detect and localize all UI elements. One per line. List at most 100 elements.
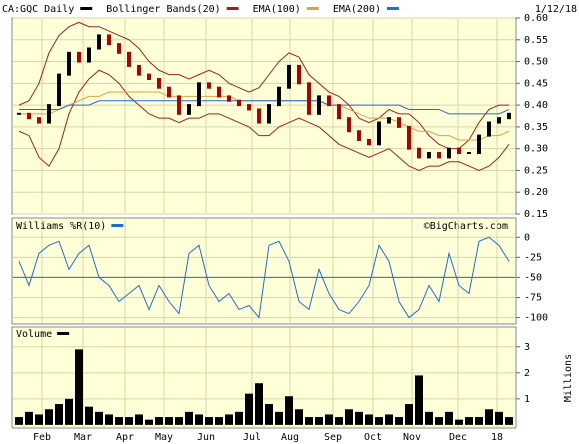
volume-bar bbox=[435, 417, 443, 425]
volume-bar bbox=[495, 411, 503, 425]
volume-bar bbox=[315, 417, 323, 425]
price-bar bbox=[217, 86, 221, 98]
legend-swatch bbox=[80, 7, 93, 10]
price-bar bbox=[497, 117, 501, 124]
x-tick-label: Aug bbox=[281, 432, 299, 443]
price-bar bbox=[327, 95, 331, 107]
price-bar bbox=[67, 51, 71, 76]
volume-bar bbox=[185, 411, 193, 425]
price-bar bbox=[477, 134, 481, 155]
x-tick-label: Sep bbox=[324, 432, 342, 443]
legend-label: Williams %R(10) bbox=[16, 221, 106, 232]
y-tick-label: -25 bbox=[524, 252, 542, 263]
volume-bar bbox=[325, 414, 333, 425]
price-bar bbox=[467, 152, 471, 155]
y-tick-label: 0 bbox=[524, 232, 530, 243]
price-bar bbox=[107, 34, 111, 46]
price-bar bbox=[157, 77, 161, 89]
y-tick-label: 0.60 bbox=[524, 13, 548, 24]
price-bar bbox=[287, 64, 291, 89]
y-tick-label: 0.25 bbox=[524, 165, 548, 176]
price-bar bbox=[167, 86, 171, 98]
price-bar bbox=[347, 117, 351, 133]
volume-bar bbox=[275, 411, 283, 425]
volume-panel bbox=[11, 326, 517, 429]
bollinger-lower bbox=[18, 69, 510, 171]
volume-bar bbox=[195, 414, 203, 425]
price-bar bbox=[387, 117, 391, 124]
volume-bar bbox=[245, 393, 253, 425]
volume-bar bbox=[455, 419, 463, 425]
volume-bar bbox=[215, 417, 223, 425]
volume-bar bbox=[475, 417, 483, 425]
price-bar bbox=[367, 138, 371, 146]
price-bar bbox=[277, 86, 281, 107]
x-tick-label: Oct bbox=[364, 432, 382, 443]
legend-swatch bbox=[386, 7, 399, 10]
volume-bar bbox=[365, 414, 373, 425]
price-bar bbox=[377, 121, 381, 146]
price-bar bbox=[237, 99, 241, 107]
price-bar bbox=[417, 147, 421, 159]
price-bar bbox=[77, 51, 81, 63]
x-tick-label: Apr bbox=[116, 432, 134, 443]
legend-swatch bbox=[306, 7, 319, 10]
volume-bar bbox=[25, 411, 33, 425]
price-bar bbox=[117, 43, 121, 54]
x-tick-label: Dec bbox=[449, 432, 467, 443]
volume-bar bbox=[395, 417, 403, 425]
price-bar bbox=[427, 152, 431, 159]
y-tick-label: 0.15 bbox=[524, 209, 548, 220]
volume-bar bbox=[95, 411, 103, 425]
volume-bar bbox=[85, 406, 93, 425]
price-bar bbox=[37, 117, 41, 124]
price-bar bbox=[177, 95, 181, 115]
y-tick-label: 3 bbox=[524, 342, 530, 353]
y-tick-label: 1 bbox=[524, 394, 530, 405]
price-bar bbox=[297, 64, 301, 85]
y-tick-label: 0.40 bbox=[524, 100, 548, 111]
volume-bar bbox=[135, 414, 143, 425]
volume-bar bbox=[305, 417, 313, 425]
x-tick-label: Mar bbox=[74, 432, 92, 443]
volume-bar bbox=[145, 419, 153, 425]
volume-bar bbox=[75, 349, 83, 425]
legend-label: Bollinger Bands(20) bbox=[106, 4, 220, 15]
price-bar bbox=[227, 95, 231, 102]
legend-label: EMA(200) bbox=[333, 4, 381, 15]
volume-bar bbox=[115, 417, 123, 425]
price-bar bbox=[207, 82, 211, 89]
price-bar bbox=[197, 82, 201, 107]
price-bar bbox=[457, 147, 461, 155]
volume-bar bbox=[65, 398, 73, 425]
volume-bar bbox=[405, 404, 413, 425]
volume-bar bbox=[465, 417, 473, 425]
volume-bar bbox=[485, 409, 493, 425]
price-bar bbox=[147, 73, 151, 80]
volume-bar bbox=[55, 404, 63, 425]
date: 1/12/18 bbox=[535, 4, 577, 15]
volume-bar bbox=[125, 417, 133, 425]
y-tick-label: 0.55 bbox=[524, 35, 548, 46]
volume-bar bbox=[255, 383, 263, 425]
price-bar bbox=[507, 112, 511, 120]
volume-bar bbox=[505, 417, 513, 425]
price-bar bbox=[447, 147, 451, 159]
volume-bar bbox=[335, 417, 343, 425]
legend-label: Volume bbox=[16, 329, 52, 340]
volume-bar bbox=[385, 414, 393, 425]
bollinger-upper bbox=[18, 21, 509, 150]
price-panel bbox=[11, 17, 517, 215]
y-tick-label: 0.20 bbox=[524, 187, 548, 198]
volume-bar bbox=[45, 409, 53, 425]
volume-bar bbox=[15, 417, 23, 425]
price-bar bbox=[407, 125, 411, 150]
volume-bar bbox=[375, 417, 383, 425]
volume-bar bbox=[285, 396, 293, 425]
volume-bar bbox=[425, 411, 433, 425]
volume-bar bbox=[225, 414, 233, 425]
price-bar bbox=[97, 34, 101, 50]
price-bar bbox=[257, 108, 261, 124]
price-bar bbox=[87, 47, 91, 63]
